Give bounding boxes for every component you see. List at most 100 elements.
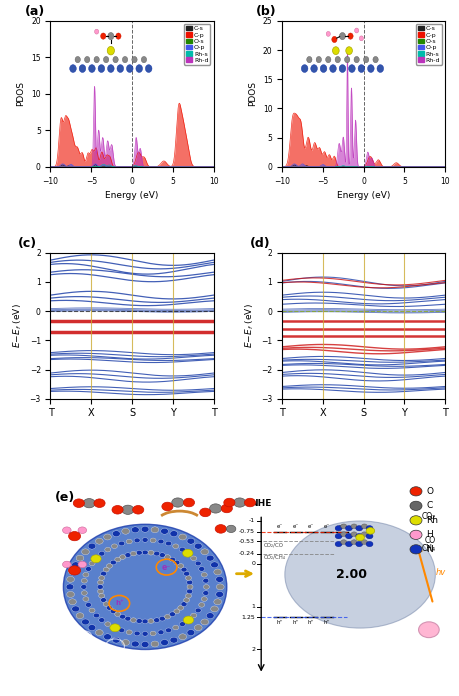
Circle shape (106, 606, 112, 610)
Y-axis label: $E\!-\!E_f$ (eV): $E\!-\!E_f$ (eV) (243, 303, 256, 348)
Circle shape (234, 498, 246, 507)
Circle shape (185, 551, 191, 556)
Circle shape (335, 541, 342, 546)
Circle shape (346, 525, 353, 531)
Circle shape (78, 561, 87, 568)
X-axis label: Energy (eV): Energy (eV) (106, 191, 159, 200)
Circle shape (181, 567, 187, 572)
Circle shape (134, 631, 140, 635)
Circle shape (341, 540, 347, 544)
Circle shape (215, 525, 226, 533)
Circle shape (63, 524, 227, 649)
Circle shape (214, 569, 222, 575)
Circle shape (203, 585, 209, 590)
Circle shape (201, 549, 208, 555)
Circle shape (101, 571, 106, 576)
Circle shape (206, 612, 214, 619)
Circle shape (94, 613, 100, 618)
Circle shape (187, 589, 193, 594)
Circle shape (62, 561, 71, 568)
Circle shape (130, 618, 136, 622)
Circle shape (170, 637, 178, 643)
Circle shape (245, 498, 256, 507)
Circle shape (142, 550, 148, 555)
Circle shape (216, 584, 224, 590)
Circle shape (95, 630, 103, 635)
Circle shape (131, 527, 139, 532)
Circle shape (410, 501, 422, 510)
Text: H: H (426, 530, 433, 539)
Circle shape (112, 505, 123, 514)
Circle shape (142, 537, 148, 542)
Circle shape (187, 538, 195, 544)
Circle shape (99, 576, 105, 580)
Circle shape (164, 615, 171, 619)
Circle shape (216, 592, 224, 597)
Circle shape (179, 622, 185, 626)
Circle shape (115, 612, 121, 617)
X-axis label: Energy (eV): Energy (eV) (337, 191, 390, 200)
Circle shape (112, 625, 118, 630)
Circle shape (366, 525, 373, 531)
Text: -0.53: -0.53 (239, 539, 255, 544)
Circle shape (66, 584, 74, 590)
Text: (a): (a) (24, 5, 45, 18)
Circle shape (410, 487, 422, 496)
Circle shape (356, 534, 363, 539)
Circle shape (187, 585, 193, 590)
Text: h⁺: h⁺ (115, 601, 123, 606)
Circle shape (199, 603, 205, 607)
Ellipse shape (285, 521, 435, 628)
Circle shape (148, 619, 154, 624)
Circle shape (142, 619, 148, 624)
Circle shape (183, 616, 194, 624)
Circle shape (410, 530, 422, 539)
Text: (c): (c) (18, 237, 37, 250)
Circle shape (162, 503, 173, 511)
Circle shape (341, 532, 347, 537)
Circle shape (203, 578, 209, 583)
Text: 0: 0 (251, 561, 255, 567)
Circle shape (183, 498, 195, 507)
Circle shape (195, 608, 201, 612)
Circle shape (194, 624, 202, 631)
Text: 2.00: 2.00 (336, 568, 367, 581)
Circle shape (410, 516, 422, 525)
Circle shape (106, 564, 112, 568)
Circle shape (166, 628, 172, 633)
Text: CH₄: CH₄ (422, 544, 436, 553)
Circle shape (120, 555, 126, 560)
Circle shape (224, 498, 235, 507)
Circle shape (85, 567, 91, 571)
Text: CO₂: CO₂ (421, 512, 436, 521)
Circle shape (89, 608, 95, 612)
Circle shape (335, 525, 342, 531)
Circle shape (335, 534, 342, 539)
Circle shape (410, 545, 422, 554)
Circle shape (73, 499, 84, 507)
Circle shape (199, 567, 205, 571)
Circle shape (419, 622, 439, 638)
Text: 1.25: 1.25 (241, 615, 255, 620)
Circle shape (179, 534, 186, 540)
Circle shape (82, 549, 90, 555)
Circle shape (103, 602, 109, 606)
Circle shape (125, 553, 131, 557)
Circle shape (101, 598, 106, 602)
Circle shape (206, 555, 214, 561)
Circle shape (95, 538, 103, 544)
Circle shape (76, 555, 84, 561)
Circle shape (351, 532, 357, 537)
Circle shape (151, 527, 159, 532)
Circle shape (148, 551, 154, 555)
Circle shape (68, 532, 81, 541)
Text: O: O (426, 487, 433, 496)
Circle shape (118, 628, 125, 633)
Circle shape (183, 549, 193, 557)
Circle shape (154, 551, 160, 556)
Text: e⁻: e⁻ (308, 524, 314, 529)
Circle shape (88, 624, 96, 631)
Text: (e): (e) (55, 491, 75, 505)
Circle shape (81, 591, 87, 595)
Circle shape (346, 541, 353, 546)
